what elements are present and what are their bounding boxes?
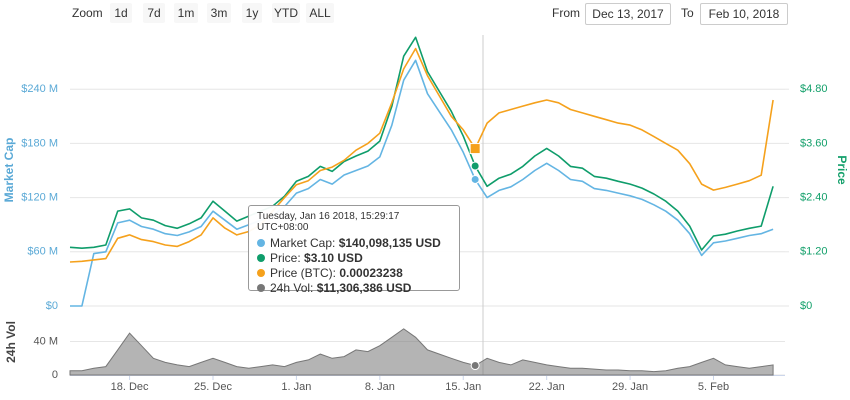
- tooltip-value: $11,306,386 USD: [316, 281, 412, 295]
- v-tick-label: 0: [52, 369, 58, 381]
- volume-area: [69, 328, 774, 376]
- y-tick-label: $120 M: [21, 192, 58, 204]
- x-tick-label: 8. Jan: [365, 381, 395, 393]
- x-tick-label: 18. Dec: [111, 381, 149, 393]
- y2-tick-label: $2.40: [800, 192, 828, 204]
- y2-tick-label: $4.80: [800, 83, 828, 95]
- y2-tick-label: $0: [800, 300, 812, 312]
- y2-axis-title: Price: [835, 155, 849, 185]
- to-input[interactable]: Feb 10, 2018: [700, 3, 788, 25]
- tooltip-label: 24h Vol:: [270, 281, 314, 295]
- tooltip-value: $3.10 USD: [304, 251, 363, 265]
- x-tick-label: 5. Feb: [698, 381, 729, 393]
- series-line: [69, 36, 774, 251]
- y-tick-label: $60 M: [27, 246, 58, 258]
- hover-marker: [470, 361, 480, 371]
- x-tick-label: 15. Jan: [445, 381, 481, 393]
- y-tick-label: $180 M: [21, 137, 58, 149]
- zoom-button[interactable]: 1m: [174, 3, 198, 23]
- from-label: From: [552, 6, 580, 20]
- from-input[interactable]: Dec 13, 2017: [585, 3, 671, 25]
- zoom-button[interactable]: 1d: [110, 3, 132, 23]
- tooltip-label: Market Cap:: [270, 236, 336, 250]
- tooltip-label: Price:: [270, 251, 301, 265]
- x-tick-label: 25. Dec: [194, 381, 232, 393]
- y-tick-label: $0: [46, 300, 58, 312]
- zoom-button[interactable]: ALL: [306, 3, 334, 23]
- zoom-button[interactable]: 3m: [207, 3, 231, 23]
- hover-marker: [470, 161, 480, 171]
- tooltip: Tuesday, Jan 16 2018, 15:29:17 UTC+08:00…: [248, 205, 460, 295]
- hover-marker: [470, 174, 480, 184]
- x-tick-label: 22. Jan: [529, 381, 565, 393]
- v-tick-label: 40 M: [34, 335, 58, 347]
- tooltip-date: Tuesday, Jan 16 2018, 15:29:17 UTC+08:00: [257, 211, 400, 233]
- tooltip-row: Market Cap: $140,098,135 USD: [257, 236, 451, 251]
- zoom-label: Zoom: [72, 6, 103, 20]
- zoom-button[interactable]: 7d: [143, 3, 165, 23]
- tooltip-dot: [257, 284, 265, 292]
- zoom-button[interactable]: YTD: [272, 3, 300, 23]
- series-line: [70, 59, 774, 307]
- x-tick-label: 1. Jan: [281, 381, 311, 393]
- tooltip-label: Price (BTC):: [270, 266, 336, 280]
- tooltip-row: 24h Vol: $11,306,386 USD: [257, 281, 451, 296]
- to-label: To: [681, 6, 694, 20]
- tooltip-dot: [257, 254, 265, 262]
- y2-tick-label: $3.60: [800, 137, 828, 149]
- tooltip-value: $140,098,135 USD: [338, 236, 441, 250]
- zoom-button[interactable]: 1y: [242, 3, 262, 23]
- series-line: [69, 47, 774, 263]
- tooltip-value: 0.00023238: [339, 266, 403, 280]
- v-axis-title: 24h Vol: [4, 321, 18, 363]
- x-tick-label: 29. Jan: [612, 381, 648, 393]
- tooltip-dot: [257, 269, 265, 277]
- hover-marker: [469, 143, 481, 155]
- y2-tick-label: $1.20: [800, 246, 828, 258]
- y-tick-label: $240 M: [21, 83, 58, 95]
- tooltip-row: Price: $3.10 USD: [257, 251, 451, 266]
- y-axis-title: Market Cap: [2, 138, 16, 203]
- tooltip-row: Price (BTC): 0.00023238: [257, 266, 451, 281]
- tooltip-dot: [257, 239, 265, 247]
